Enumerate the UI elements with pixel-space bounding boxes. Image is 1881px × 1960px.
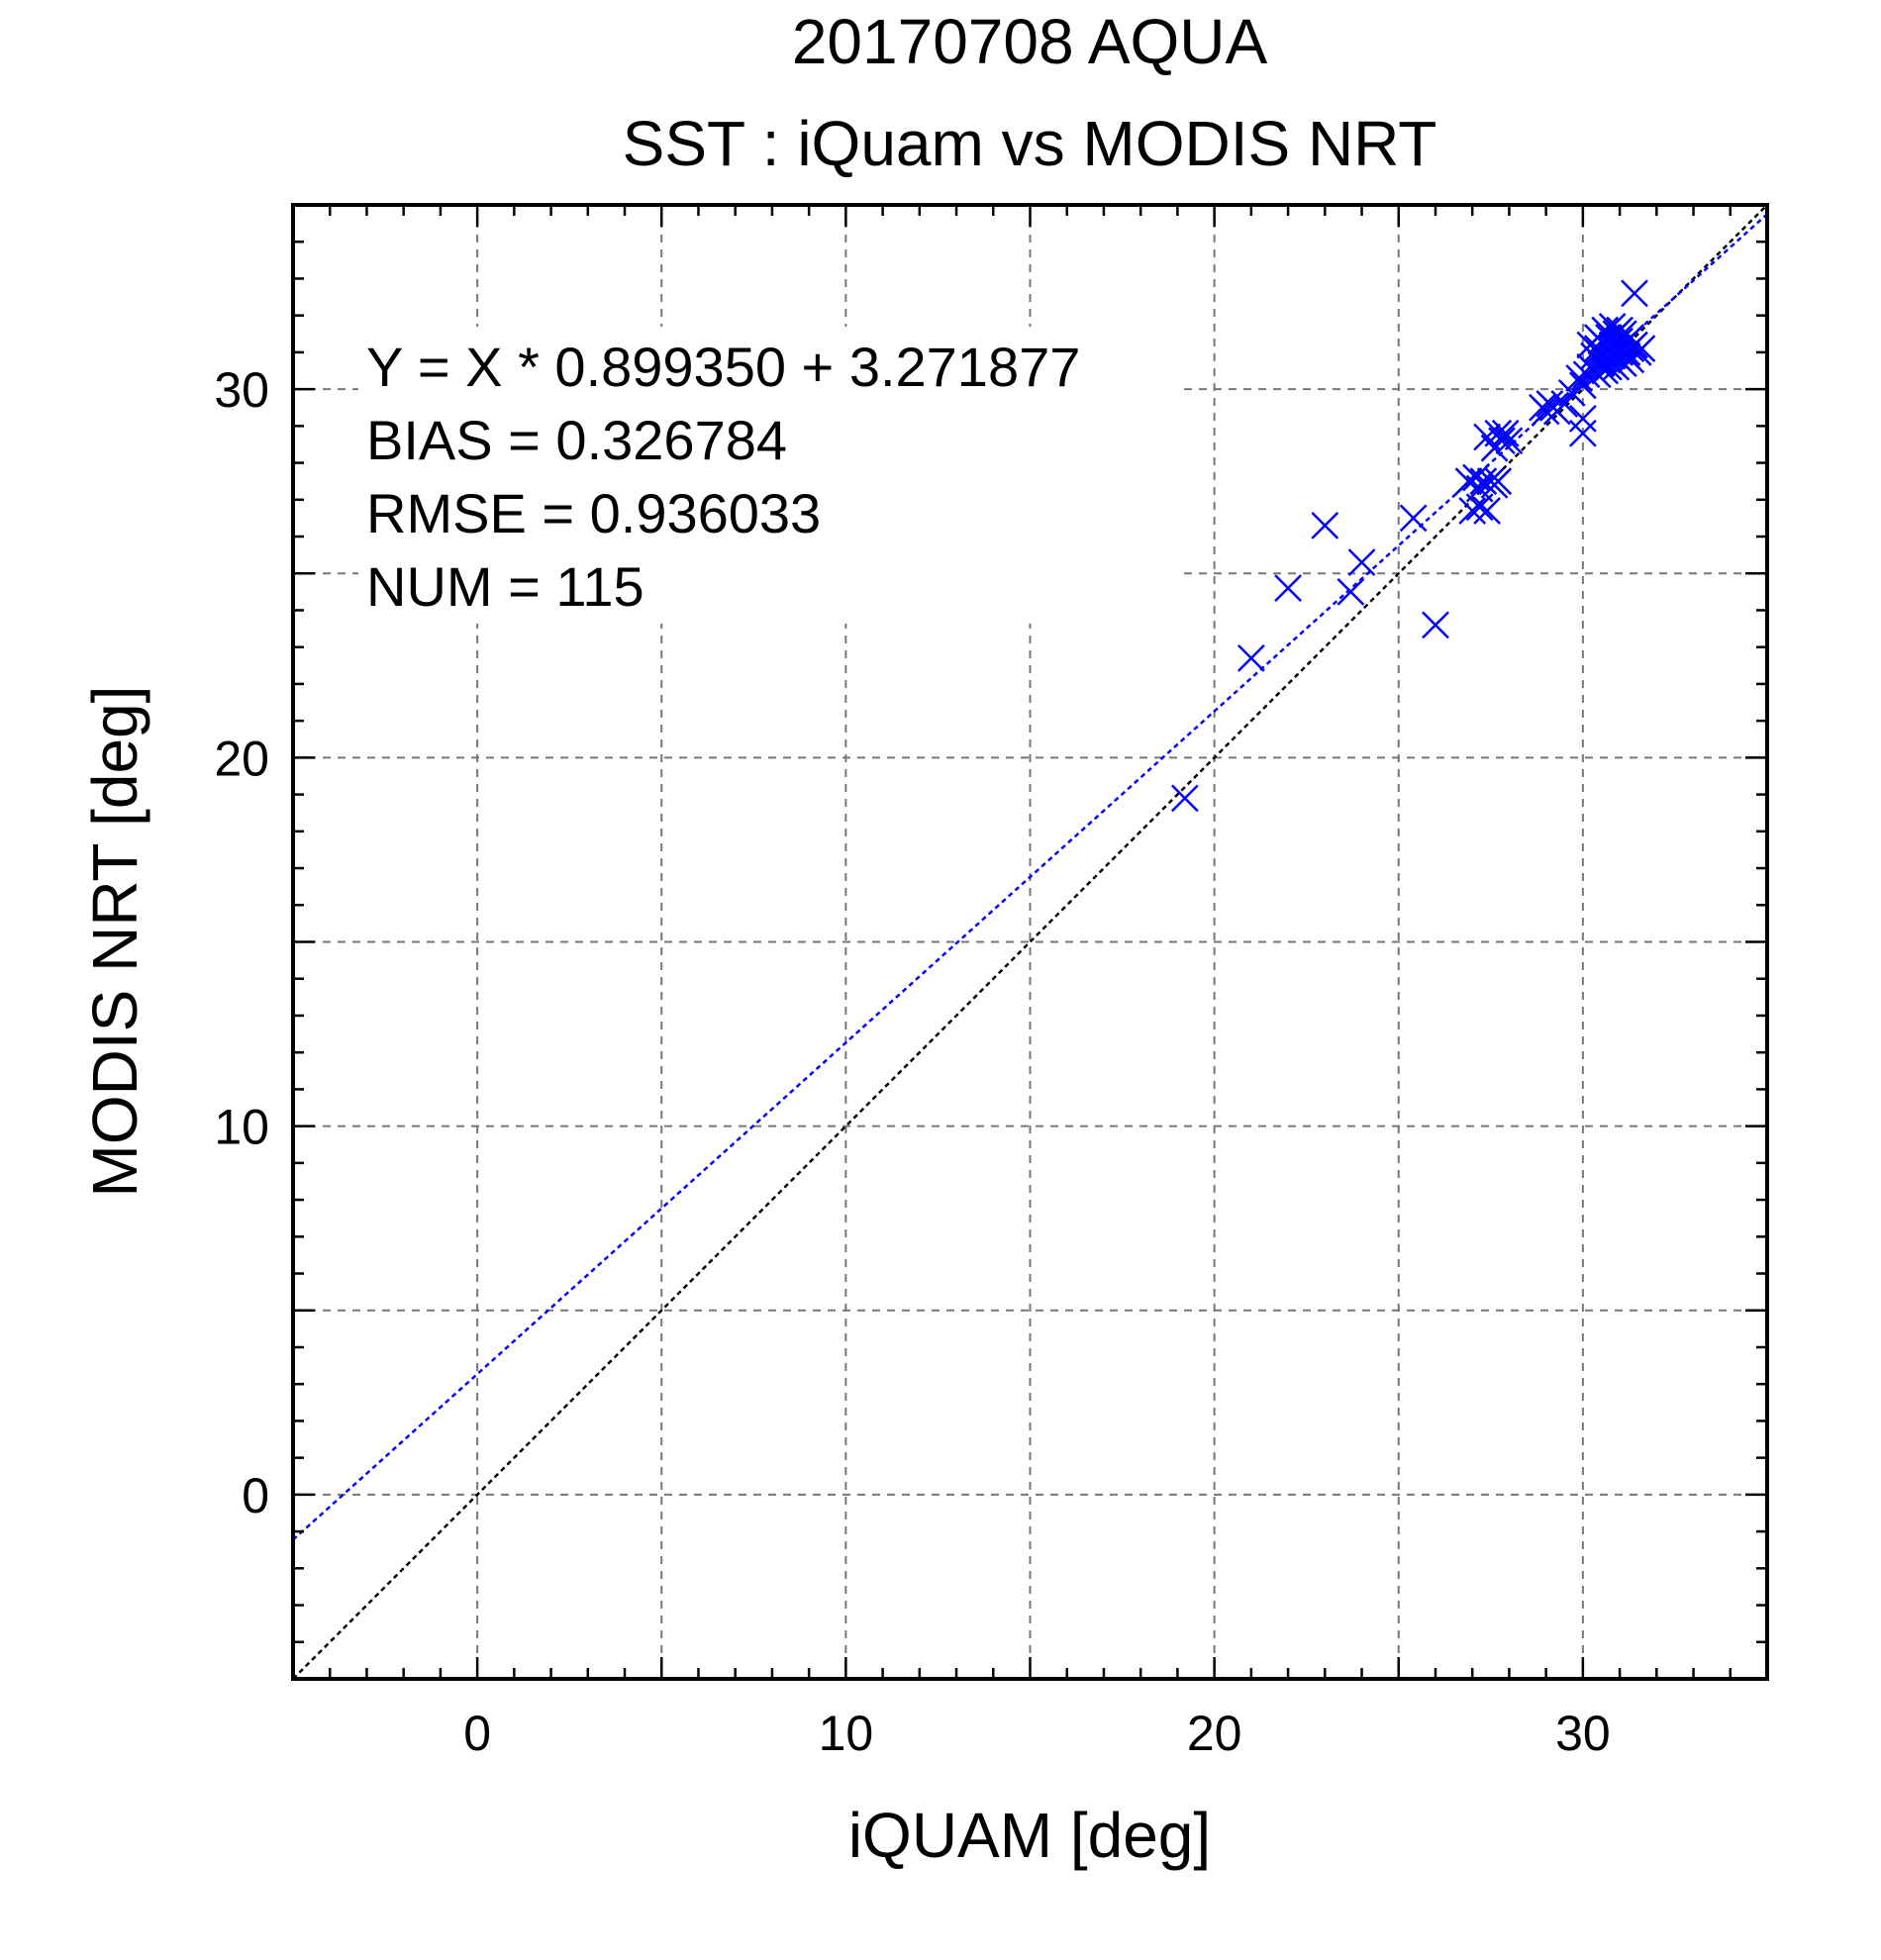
data-point [1568, 371, 1597, 400]
x-tick-label: 20 [1187, 1706, 1242, 1761]
data-point [1274, 574, 1302, 603]
data-point [1532, 397, 1560, 426]
statistics-annotation: Y = X * 0.899350 + 3.271877 BIAS = 0.3267… [358, 327, 1180, 624]
y-tick-label: 0 [242, 1468, 269, 1523]
annotation-background [358, 327, 1180, 624]
data-point [1473, 497, 1501, 525]
data-point [1347, 548, 1376, 576]
annotation-line: NUM = 115 [366, 555, 644, 618]
data-point [1458, 497, 1487, 525]
y-axis-label: MODIS NRT [deg] [79, 686, 150, 1198]
y-tick-label: 20 [214, 731, 269, 786]
data-point [1170, 784, 1199, 813]
regression-line [292, 213, 1768, 1541]
chart-subtitle: SST : iQuam vs MODIS NRT [623, 108, 1437, 179]
x-axis-label: iQUAM [deg] [848, 1800, 1211, 1871]
annotation-line: Y = X * 0.899350 + 3.271877 [366, 336, 1080, 398]
data-point [1621, 331, 1648, 359]
data-point [1621, 279, 1648, 308]
x-tick-label: 0 [463, 1706, 491, 1761]
data-point [1568, 405, 1597, 433]
data-point [1465, 493, 1494, 522]
axis-ticks [291, 203, 1769, 1681]
data-point [1591, 316, 1620, 344]
data-point [1237, 643, 1265, 672]
data-point [1399, 504, 1428, 533]
data-point [1311, 511, 1339, 539]
data-point [1495, 427, 1524, 455]
x-tick-label: 30 [1555, 1706, 1611, 1761]
annotation-line: BIAS = 0.326784 [366, 409, 787, 471]
y-tick-label: 30 [214, 362, 269, 418]
annotation-line: RMSE = 0.936033 [366, 482, 821, 544]
data-point [1422, 611, 1449, 639]
reference-lines [292, 204, 1768, 1680]
data-point [1568, 419, 1597, 447]
x-tick-labels: 0 10 20 30 [463, 1706, 1610, 1761]
data-point [1484, 467, 1513, 496]
y-tick-label: 10 [214, 1100, 269, 1155]
data-point [1628, 335, 1656, 363]
data-point [1491, 419, 1520, 447]
data-point [1488, 427, 1516, 455]
data-points [1170, 279, 1656, 813]
data-point [1469, 467, 1498, 496]
data-point [1336, 577, 1365, 606]
x-tick-label: 10 [819, 1706, 874, 1761]
y-tick-labels: 0 10 20 30 [214, 362, 269, 1523]
chart-title: 20170708 AQUA [792, 6, 1268, 77]
plot-frame [291, 203, 1769, 1681]
